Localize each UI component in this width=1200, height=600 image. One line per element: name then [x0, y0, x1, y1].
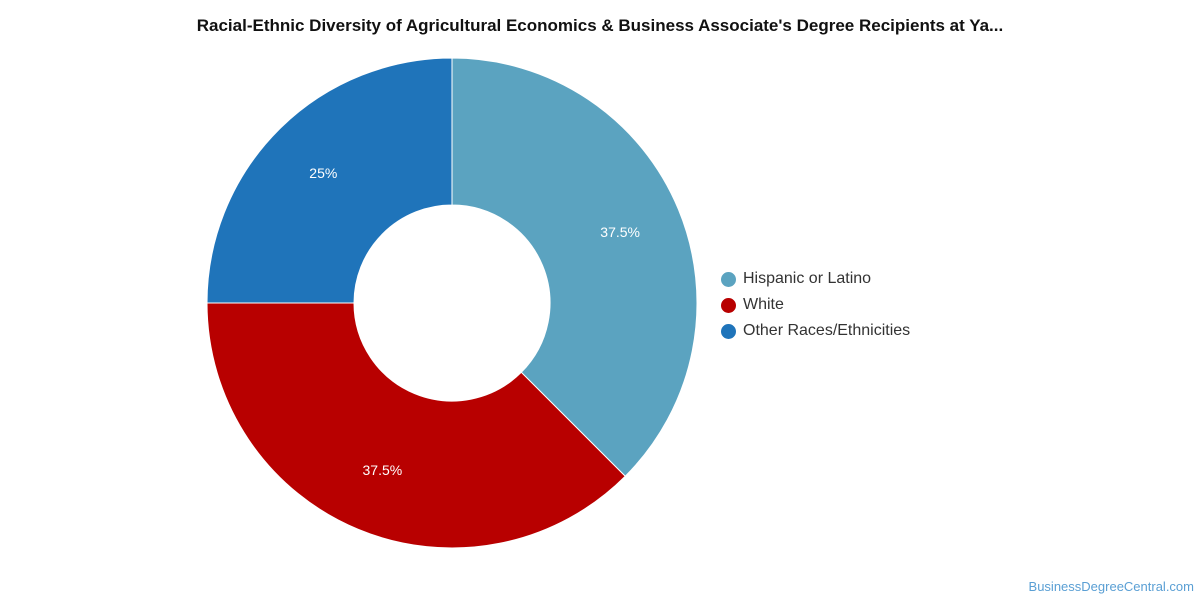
legend-swatch-hispanic-or-latino: [721, 271, 736, 287]
slice-other-races[interactable]: [206, 57, 453, 304]
legend-item-white[interactable]: White: [721, 292, 910, 318]
slice-hispanic-or-latino[interactable]: [451, 57, 698, 477]
chart-title: Racial-Ethnic Diversity of Agricultural …: [196, 16, 1004, 35]
slice-white[interactable]: [206, 302, 626, 549]
source-credit-link[interactable]: BusinessDegreeCentral.com: [1028, 579, 1194, 594]
legend-item-other-races[interactable]: Other Races/Ethnicities: [721, 318, 910, 344]
slice-label-other-races: 25%: [309, 165, 337, 181]
legend-swatch-white: [721, 297, 736, 313]
slice-label-white: 37.5%: [363, 462, 403, 478]
legend: Hispanic or Latino White Other Races/Eth…: [721, 266, 910, 344]
legend-item-hispanic-or-latino[interactable]: Hispanic or Latino: [721, 266, 910, 292]
legend-swatch-other-races: [721, 323, 736, 339]
slice-label-hispanic-or-latino: 37.5%: [600, 224, 640, 240]
legend-label-hispanic-or-latino: Hispanic or Latino: [743, 270, 872, 287]
legend-label-other-races: Other Races/Ethnicities: [743, 322, 911, 339]
legend-label-white: White: [743, 296, 784, 313]
